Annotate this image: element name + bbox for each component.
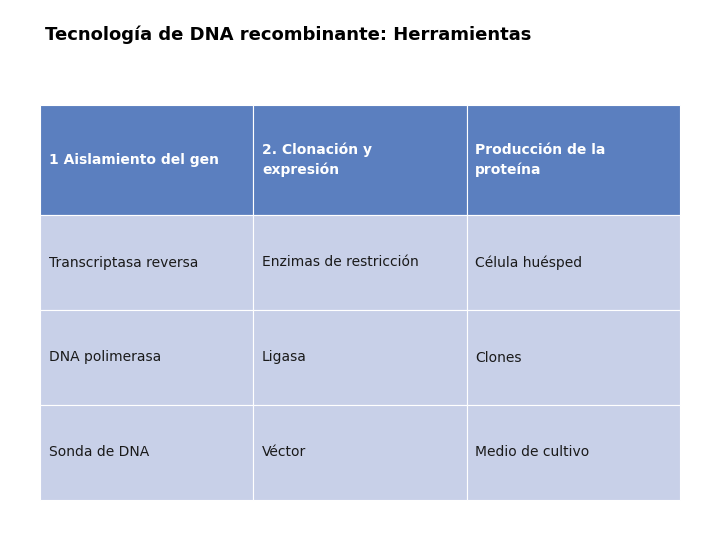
FancyBboxPatch shape: [40, 405, 253, 500]
Text: Sonda de DNA: Sonda de DNA: [49, 446, 149, 460]
FancyBboxPatch shape: [467, 310, 680, 405]
Text: DNA polimerasa: DNA polimerasa: [49, 350, 161, 365]
FancyBboxPatch shape: [253, 215, 467, 310]
FancyBboxPatch shape: [40, 215, 253, 310]
FancyBboxPatch shape: [253, 105, 467, 215]
Text: Clones: Clones: [475, 350, 522, 365]
Text: Célula huésped: Célula huésped: [475, 255, 582, 270]
Text: Producción de la
proteína: Producción de la proteína: [475, 143, 606, 177]
FancyBboxPatch shape: [40, 310, 253, 405]
Text: Ligasa: Ligasa: [262, 350, 307, 365]
Text: Tecnología de DNA recombinante: Herramientas: Tecnología de DNA recombinante: Herramie…: [45, 25, 531, 44]
Text: Medio de cultivo: Medio de cultivo: [475, 446, 590, 460]
FancyBboxPatch shape: [40, 105, 253, 215]
FancyBboxPatch shape: [467, 215, 680, 310]
FancyBboxPatch shape: [253, 405, 467, 500]
FancyBboxPatch shape: [467, 105, 680, 215]
FancyBboxPatch shape: [253, 310, 467, 405]
Text: Véctor: Véctor: [262, 446, 306, 460]
Text: 1 Aislamiento del gen: 1 Aislamiento del gen: [49, 153, 219, 167]
Text: 2. Clonación y
expresión: 2. Clonación y expresión: [262, 143, 372, 177]
FancyBboxPatch shape: [467, 405, 680, 500]
Text: Enzimas de restricción: Enzimas de restricción: [262, 255, 419, 269]
Text: Transcriptasa reversa: Transcriptasa reversa: [49, 255, 198, 269]
